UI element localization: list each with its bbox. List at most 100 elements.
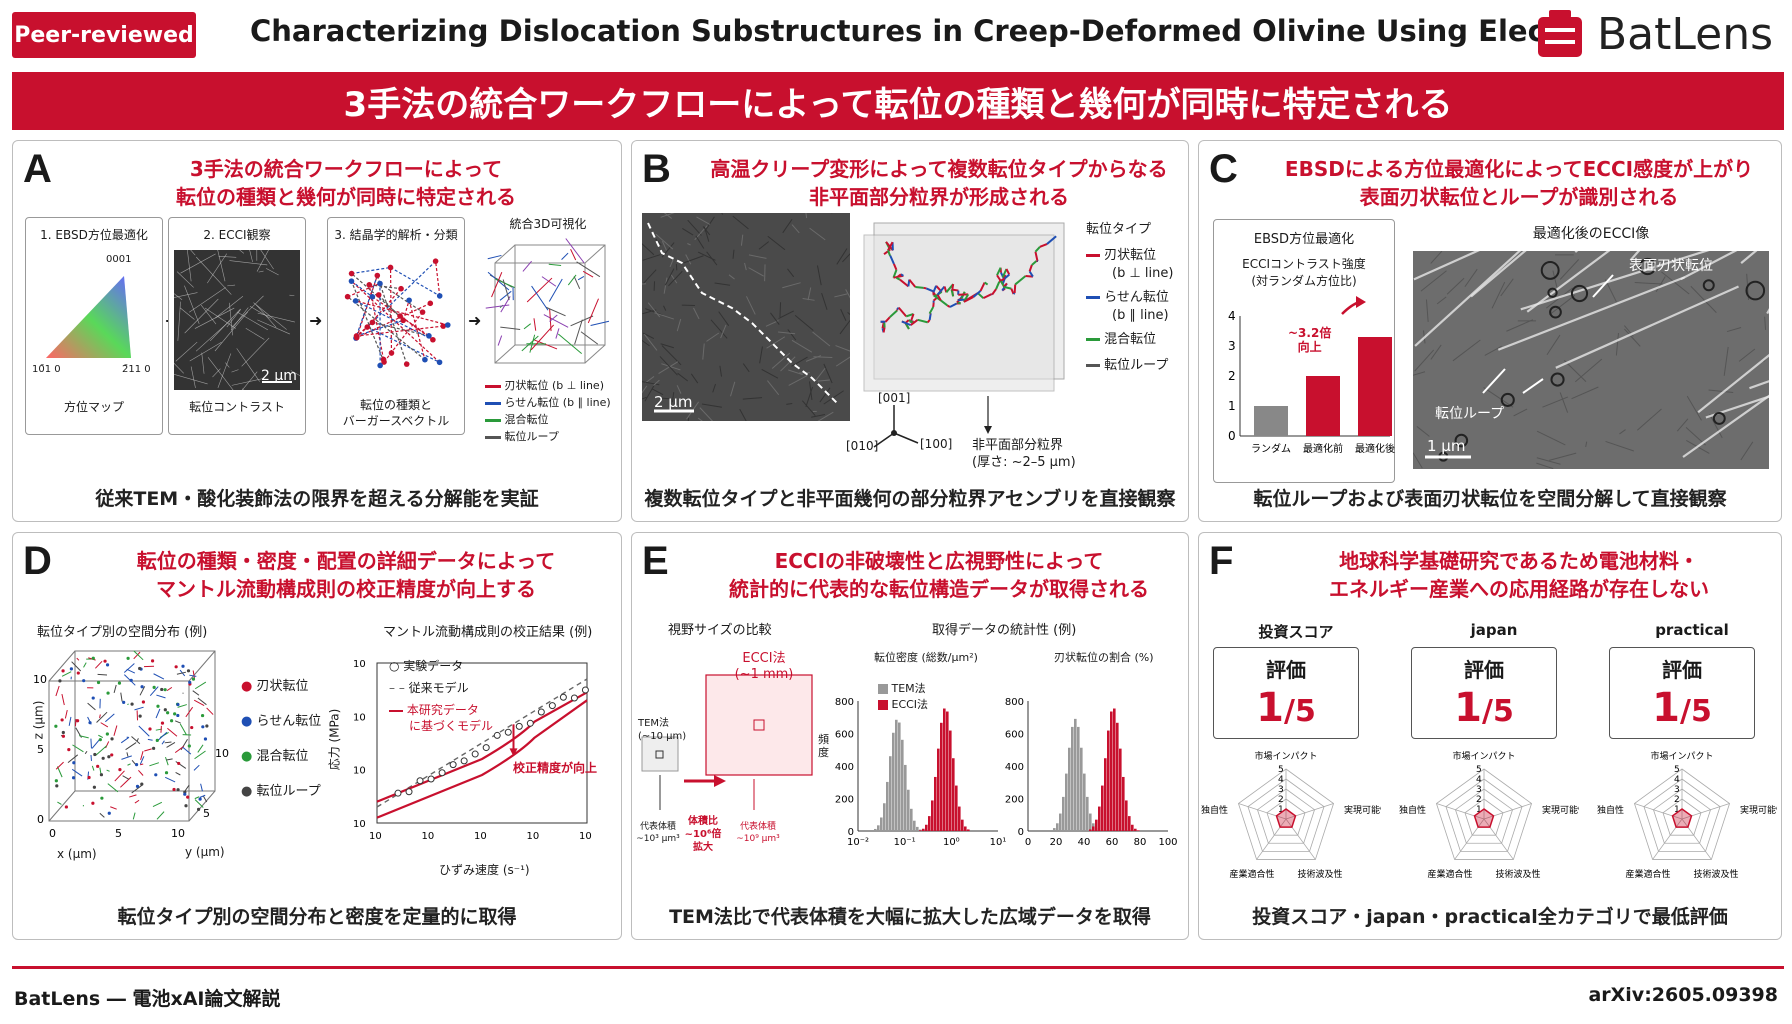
network-edge (379, 282, 423, 313)
radar-tick: 2 (1476, 795, 1482, 805)
texture-line (821, 292, 828, 310)
texture-line (836, 248, 848, 265)
ecci-bar (1101, 785, 1104, 831)
ecci-bar (925, 824, 928, 831)
texture-line (661, 363, 681, 371)
dislocation-line (184, 285, 200, 324)
texture-line (787, 268, 795, 278)
dislocation-segment (55, 685, 60, 697)
tem-volume: 代表体積 ~10³ μm³ (636, 822, 680, 844)
x-tick: 0 (1025, 837, 1031, 848)
texture-line (642, 396, 647, 400)
dislocation-segment (90, 738, 92, 749)
network-node (436, 293, 443, 299)
dislocation-segment (963, 296, 974, 303)
ecci-bar (1104, 758, 1107, 831)
texture-line (699, 407, 714, 421)
dislocation-segment (123, 663, 135, 673)
tem-bar (1077, 726, 1080, 831)
texture-line (671, 392, 675, 403)
texture-line (701, 403, 722, 408)
dislocation-point (177, 761, 181, 766)
score-title: 投資スコア (1258, 623, 1334, 641)
surface-dislocation (1682, 394, 1769, 458)
fov-comparison (641, 674, 813, 810)
dislocation-point (148, 727, 152, 731)
dislocation-segment (126, 752, 129, 757)
dislocation-segment (897, 306, 907, 318)
dislocation-segment (120, 776, 132, 788)
dislocation-point (150, 659, 155, 663)
dislocation-point (176, 702, 180, 707)
score-card: 評価 1/5 (1609, 647, 1755, 739)
dislocation-segment (991, 288, 997, 296)
dislocation-line (543, 314, 569, 328)
dislocation-line (189, 287, 226, 313)
dislocation-segment (995, 281, 1001, 290)
radar-spoke (1483, 803, 1532, 820)
sem-image (642, 213, 850, 421)
texture-line (682, 228, 694, 236)
ecci-bar (955, 785, 958, 831)
dislocation-loop (1500, 392, 1515, 407)
dislocation-line (230, 307, 249, 331)
texture-line (702, 226, 711, 236)
radar-spoke (1454, 818, 1485, 860)
texture-line (758, 241, 769, 250)
dislocation-point (152, 685, 156, 689)
dislocation-point (183, 792, 187, 796)
y-tick: 200 (835, 795, 854, 806)
panel-heading: ECCIの非破壊性と広視野性によって 統計的に代表的な転位構造データが取得される (729, 549, 1149, 601)
dislocation-line (217, 250, 226, 282)
brand-logo[interactable]: BatLens (1535, 8, 1773, 60)
network-node (400, 317, 407, 324)
y-tick: 600 (835, 730, 854, 741)
dislocation-segment (156, 694, 166, 699)
texture-line (1740, 441, 1754, 461)
ecci-bar (937, 748, 940, 831)
y-tick: 0 (1228, 429, 1236, 443)
dislocation-line (257, 319, 291, 335)
score-title: practical (1655, 621, 1729, 639)
texture-line (720, 324, 727, 339)
texture-line (1575, 358, 1603, 383)
dislocation-point (117, 681, 122, 685)
dislocation-point (130, 702, 134, 706)
network-node (403, 361, 410, 367)
dislocation-segment (99, 767, 102, 774)
dislocation-segment (67, 754, 79, 764)
dislocation-loop (1745, 280, 1766, 301)
dislocation-segment (156, 811, 165, 820)
dislocation-segment (166, 686, 173, 692)
texture-line (815, 368, 826, 381)
panel-b: B 高温クリープ変形によって複数転位タイプからなる 非平面部分粒界が形成される 2… (631, 140, 1189, 522)
dislocation-point (103, 659, 107, 663)
dislocation-segment (164, 776, 176, 783)
legend-calibration: ○ 実験データ – – 従来モデル 本研究データ に基づくモデル (389, 659, 494, 733)
dislocation-segment (887, 241, 894, 251)
plot-frame (376, 662, 588, 824)
dislocation-segment (923, 286, 927, 290)
dislocation-point (99, 773, 104, 777)
dislocation-segment (147, 738, 153, 741)
dislocation-point (160, 721, 165, 725)
texture-line (1500, 278, 1514, 297)
axis-triad (873, 405, 919, 448)
dislocation-line (530, 324, 555, 351)
experimental-point (515, 722, 523, 730)
dislocation-point (64, 805, 68, 809)
dislocation-point (75, 719, 80, 723)
texture-line (655, 233, 674, 250)
dislocation-point (107, 755, 111, 759)
footer-arxiv[interactable]: arXiv:2605.09398 (1588, 984, 1778, 1006)
texture-line (845, 289, 850, 299)
legend-e: TEM法 ECCI法 (878, 681, 928, 713)
dislocation-line (174, 374, 208, 385)
paper-title: Characterizing Dislocation Substructures… (250, 14, 1540, 48)
dislocation-line (557, 333, 583, 355)
improvement-annotation: ~3.2倍 向上 (1288, 326, 1332, 354)
cube-edge (494, 262, 586, 364)
x-tick: 最適化後 (1355, 442, 1395, 455)
bar (1358, 337, 1392, 436)
dislocation-line (577, 275, 585, 281)
